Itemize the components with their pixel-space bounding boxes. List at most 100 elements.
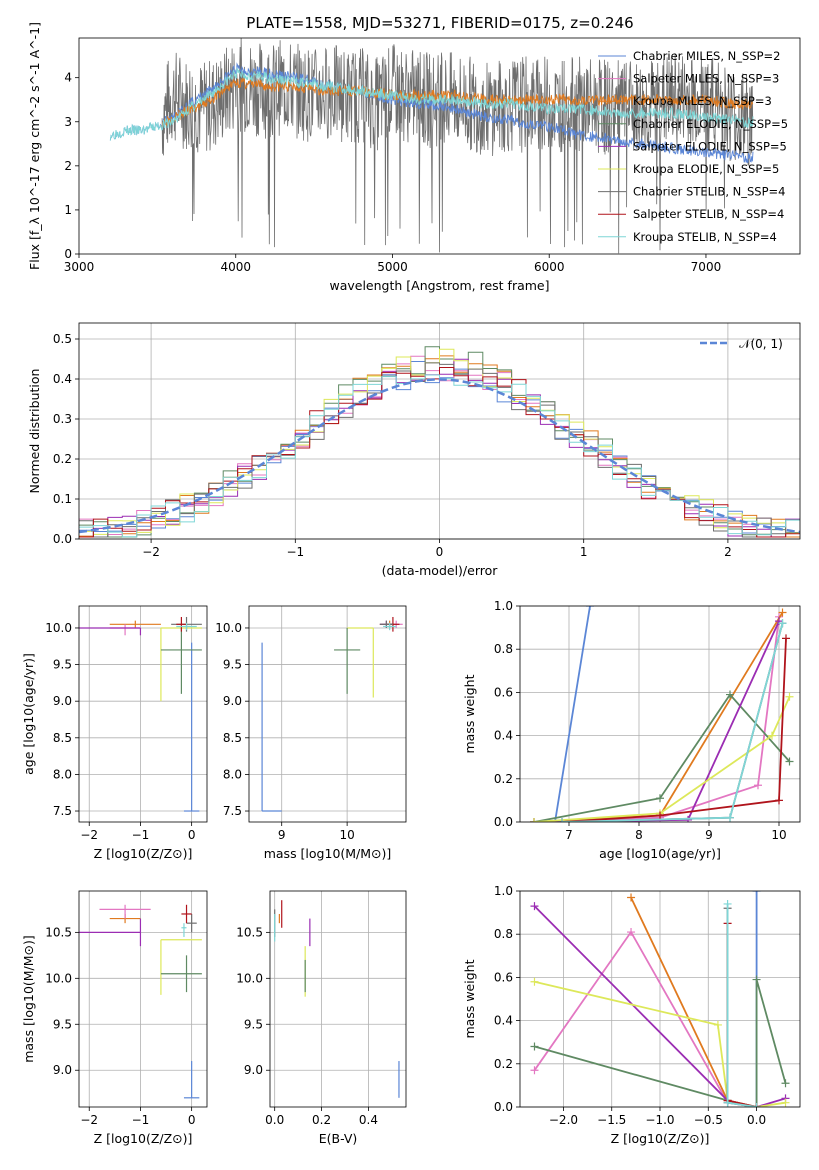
y-tick-label: 0.2 (494, 772, 513, 786)
line-salpeter-stelib (726, 923, 757, 1107)
axes-frame (78, 37, 801, 255)
y-tick-label: 8.5 (223, 731, 242, 745)
y-tick-label: 0.8 (494, 642, 513, 656)
point-marker (752, 891, 761, 895)
x-tick-label: −1 (132, 828, 150, 842)
y-tick-label: 9.5 (223, 658, 242, 672)
x-tick-label: −2.0 (549, 1113, 578, 1127)
point-marker (768, 731, 776, 740)
y-tick-label: 7.5 (223, 804, 242, 818)
x-axis-label: Z [log10(Z/Z⊙)] (94, 1131, 193, 1146)
x-tick-label: 5000 (377, 260, 408, 274)
point-marker (723, 899, 732, 908)
x-tick-label: −0.5 (694, 1113, 723, 1127)
axes-frame (269, 890, 407, 1108)
y-tick-label: 0.3 (53, 412, 72, 426)
point-marker (752, 975, 761, 984)
normal-curve (79, 378, 800, 534)
point-marker (656, 811, 664, 820)
data-spectrum-line (161, 38, 754, 254)
x-axis-label: E(B-V) (319, 1131, 358, 1146)
x-tick-label: 0.4 (359, 1113, 378, 1127)
legend-label: Salpeter STELIB, N_SSP=4 (633, 207, 784, 221)
point-marker (778, 608, 787, 617)
model-line-kroupa-miles (161, 77, 754, 128)
point-marker (723, 1098, 732, 1107)
x-tick-label: 0 (188, 828, 196, 842)
y-tick-label: 0.0 (494, 1100, 513, 1114)
x-tick-label: 0.0 (747, 1113, 766, 1127)
panel-massweight-vs-Z: −2.0 −1.5 −1.0 −0.5 0.0 0.0 0.2 0.4 0.6 0.8 1.0 Z [… (462, 884, 801, 1146)
y-tick-label: 0.0 (53, 532, 72, 546)
line-kroupa-stelib (561, 623, 784, 822)
x-tick-label: −1 (132, 1113, 150, 1127)
y-tick-label: 10.0 (215, 621, 242, 635)
model-line-chabrier-miles (109, 62, 754, 164)
legend-label: Kroupa STELIB, N_SSP=4 (633, 230, 777, 244)
y-tick-label: 9.5 (53, 658, 72, 672)
y-axis-label: Normed distribution (27, 369, 42, 494)
line-salpeter-miles (533, 930, 757, 1107)
plot-area (274, 900, 400, 1098)
y-axis-label: age [log10(age/yr)] (21, 653, 36, 775)
y-tick-label: 1 (64, 203, 72, 217)
point-marker (656, 794, 664, 803)
line-chabrier-elodie (534, 979, 787, 1107)
legend-label: Salpeter ELODIE, N_SSP=5 (633, 139, 787, 153)
y-tick-label: 10.0 (236, 971, 263, 985)
panel-age-vs-mass: 9 10 7.5 8.0 8.5 9.0 9.5 10.0 mass [log10(M/M⊙)] (215, 605, 407, 861)
y-tick-label: 0.6 (494, 970, 513, 984)
plot-area (530, 891, 790, 1107)
point-marker (530, 1066, 539, 1075)
y-tick-label: 0.1 (53, 492, 72, 506)
point-marker (627, 893, 636, 902)
line-salpeter-stelib (561, 638, 787, 822)
legend-label: 𝒩(0, 1) (739, 337, 783, 351)
y-axis-label: mass weight (462, 959, 477, 1038)
point-marker (775, 796, 783, 805)
plot-area (261, 616, 403, 812)
point-marker (781, 1098, 790, 1107)
point-marker (781, 1079, 790, 1088)
x-tick-label: 8 (635, 828, 643, 842)
axes-frame (78, 605, 208, 823)
x-axis-label: wavelength [Angstrom, rest frame] (329, 278, 549, 293)
point-marker (558, 818, 566, 822)
y-tick-label: 8.0 (53, 767, 72, 781)
x-tick-label: 1 (580, 545, 588, 559)
y-tick-label: 10.5 (236, 925, 263, 939)
y-tick-label: 1.0 (494, 599, 513, 613)
point-marker (530, 818, 538, 822)
y-tick-label: 9.0 (244, 1063, 263, 1077)
x-tick-label: 0.0 (265, 1113, 284, 1127)
x-tick-label: −2 (80, 828, 98, 842)
point-marker (713, 1020, 722, 1029)
y-tick-label: 3 (64, 115, 72, 129)
point-marker (684, 815, 692, 822)
point-marker (726, 813, 734, 822)
x-tick-label: 4000 (220, 260, 251, 274)
legend-label: Kroupa ELODIE, N_SSP=5 (633, 162, 779, 176)
x-axis-label: (data-model)/error (382, 563, 499, 578)
x-axis-label: Z [log10(Z/Z⊙)] (611, 1131, 710, 1146)
y-tick-label: 8.0 (223, 767, 242, 781)
y-tick-label: 10.5 (45, 925, 72, 939)
panel-spectrum: 3000 4000 5000 6000 7000 0 1 2 3 4 wavelength [Ang… (27, 22, 801, 293)
x-axis-label: age [log10(age/yr)] (599, 846, 721, 861)
y-tick-label: 0 (64, 247, 72, 261)
point-marker (530, 902, 539, 911)
point-marker (530, 977, 539, 986)
panel-mass-vs-Z: −2 −1 0 9.0 9.5 10.0 10.5 Z [log10(Z/Z⊙)] mass [… (21, 890, 208, 1146)
x-tick-label: 9 (278, 828, 286, 842)
x-tick-label: 0 (188, 1113, 196, 1127)
y-tick-label: 8.5 (53, 731, 72, 745)
x-tick-label: 7 (565, 828, 573, 842)
x-tick-label: −2 (80, 1113, 98, 1127)
y-tick-label: 9.0 (223, 694, 242, 708)
plot-area (79, 346, 800, 538)
plot-area (530, 606, 794, 822)
axes-frame (78, 322, 801, 540)
y-tick-label: 7.5 (53, 804, 72, 818)
point-marker (551, 818, 559, 822)
